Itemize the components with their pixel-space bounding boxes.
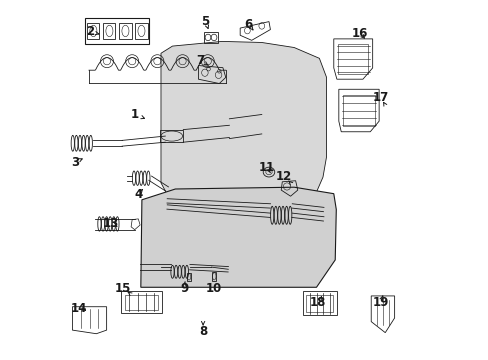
Text: 12: 12	[275, 170, 292, 183]
Text: 1: 1	[130, 108, 139, 121]
Text: 9: 9	[180, 282, 188, 294]
Bar	[186, 273, 191, 281]
Text: 11: 11	[258, 161, 274, 174]
Polygon shape	[161, 41, 326, 202]
Text: 3: 3	[71, 156, 79, 168]
Bar	[135, 23, 147, 39]
Bar	[87, 23, 99, 39]
Bar	[121, 291, 162, 313]
Text: 2: 2	[85, 25, 94, 38]
Text: 7: 7	[196, 54, 204, 67]
Text: 5: 5	[201, 15, 209, 28]
Bar	[212, 272, 216, 281]
Bar	[306, 295, 333, 312]
Text: 14: 14	[71, 302, 87, 315]
Text: 15: 15	[114, 282, 131, 294]
Text: 18: 18	[309, 296, 326, 309]
Bar	[204, 32, 218, 43]
Text: 10: 10	[205, 282, 222, 294]
Text: 17: 17	[372, 91, 388, 104]
Bar	[337, 44, 367, 74]
Bar	[160, 130, 183, 142]
Bar	[125, 295, 158, 310]
Bar	[85, 18, 149, 44]
Text: 16: 16	[351, 27, 367, 40]
Bar	[302, 291, 336, 315]
Text: 8: 8	[199, 325, 207, 338]
Text: 6: 6	[244, 18, 252, 31]
Bar	[343, 95, 374, 126]
Bar	[119, 23, 131, 39]
Text: 13: 13	[102, 217, 119, 230]
Text: 19: 19	[372, 296, 388, 309]
Polygon shape	[141, 187, 336, 287]
Text: 4: 4	[134, 188, 142, 201]
Bar	[103, 23, 115, 39]
